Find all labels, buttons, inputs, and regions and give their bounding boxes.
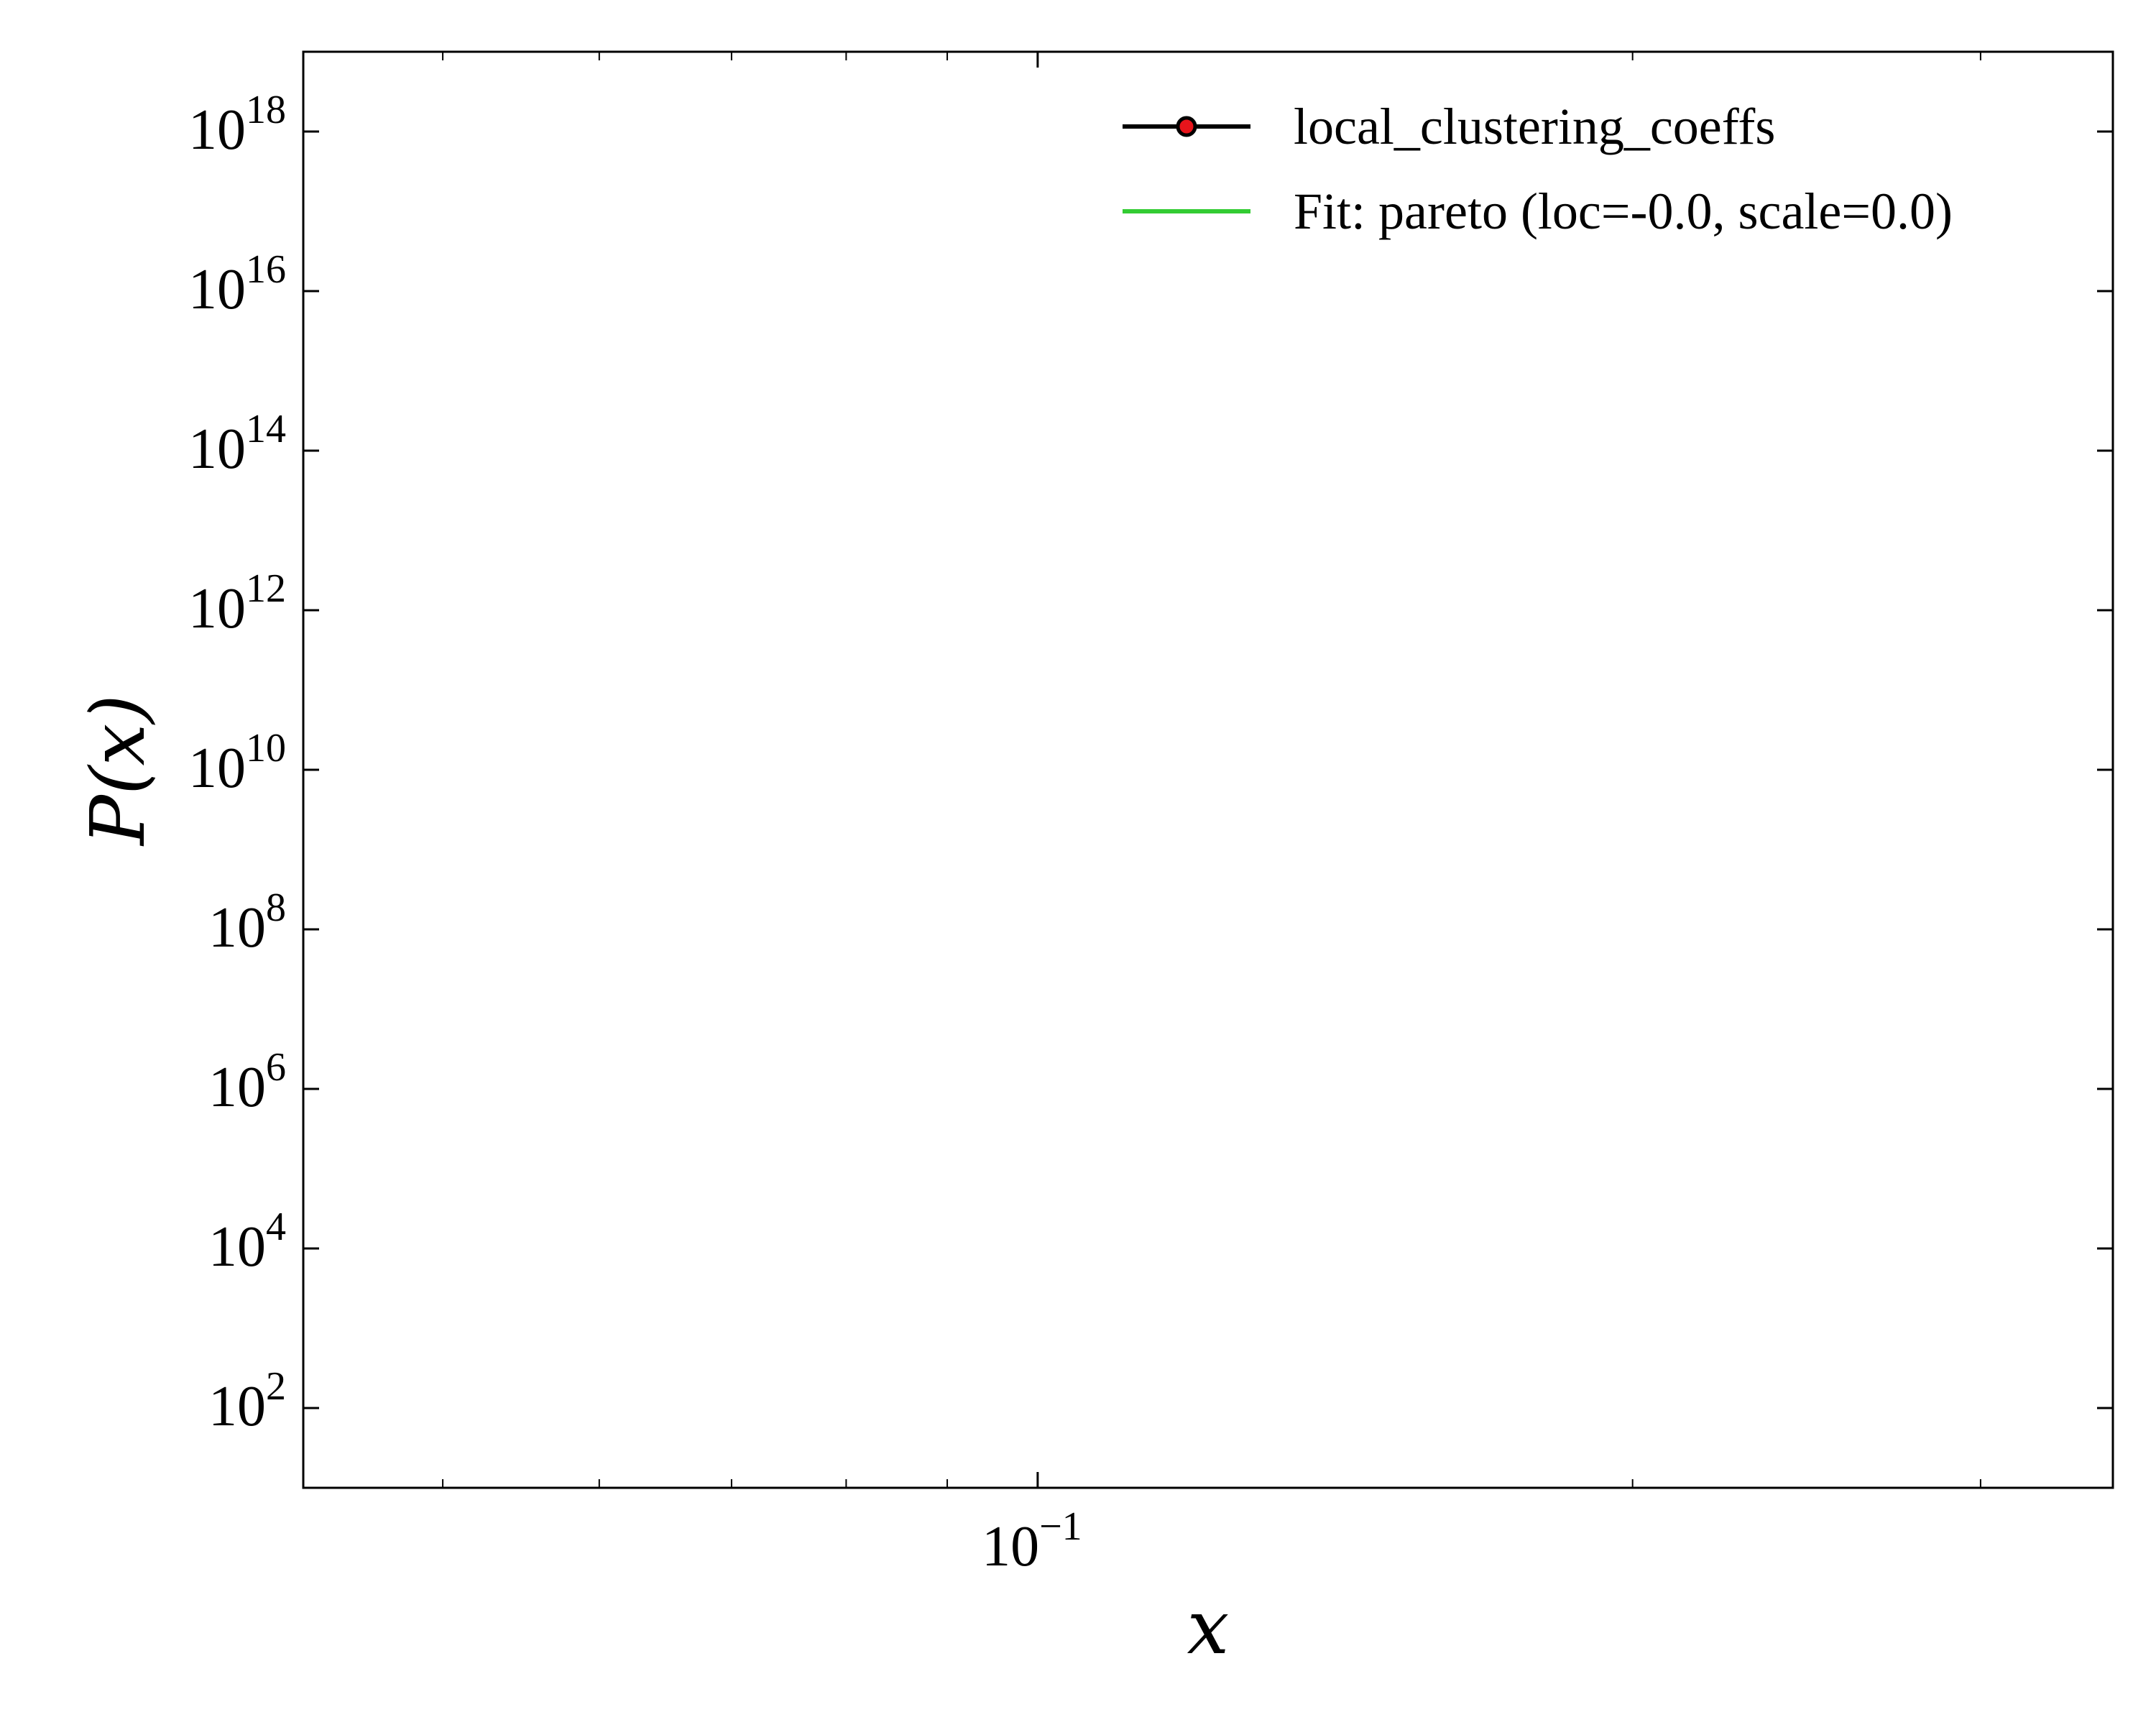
y-tick-label-0: 102 [208, 1364, 286, 1438]
y-tick-label-6: 1014 [188, 407, 286, 481]
legend: local_clustering_coeffs Fit: pareto (loc… [1123, 98, 1953, 240]
x-axis-label: x [1187, 1583, 1230, 1671]
legend-label-local-clustering-coeffs: local_clustering_coeffs [1294, 98, 1775, 155]
y-tick-label-7: 1016 [188, 247, 286, 321]
y-axis-ticks: 102 104 106 108 1010 1012 1014 1016 1018 [188, 88, 2113, 1438]
legend-label-pareto-fit: Fit: pareto (loc=-0.0, scale=0.0) [1294, 183, 1953, 240]
y-tick-label-2: 106 [208, 1045, 286, 1119]
legend-entry-local-clustering-coeffs: local_clustering_coeffs [1123, 98, 1775, 155]
y-axis-label: P(x) [74, 694, 162, 847]
x-tick-label-0: 10−1 [982, 1504, 1082, 1578]
y-tick-label-3: 108 [208, 886, 286, 960]
y-tick-label-4: 1010 [188, 726, 286, 800]
x-axis-ticks: 10−1 [442, 52, 1981, 1578]
y-tick-label-1: 104 [208, 1205, 286, 1279]
y-tick-label-8: 1018 [188, 88, 286, 162]
y-tick-label-5: 1012 [188, 566, 286, 640]
plot-area [302, 50, 2114, 1489]
legend-marker-local-clustering-coeffs [1176, 116, 1197, 137]
legend-entry-pareto-fit: Fit: pareto (loc=-0.0, scale=0.0) [1123, 183, 1953, 240]
